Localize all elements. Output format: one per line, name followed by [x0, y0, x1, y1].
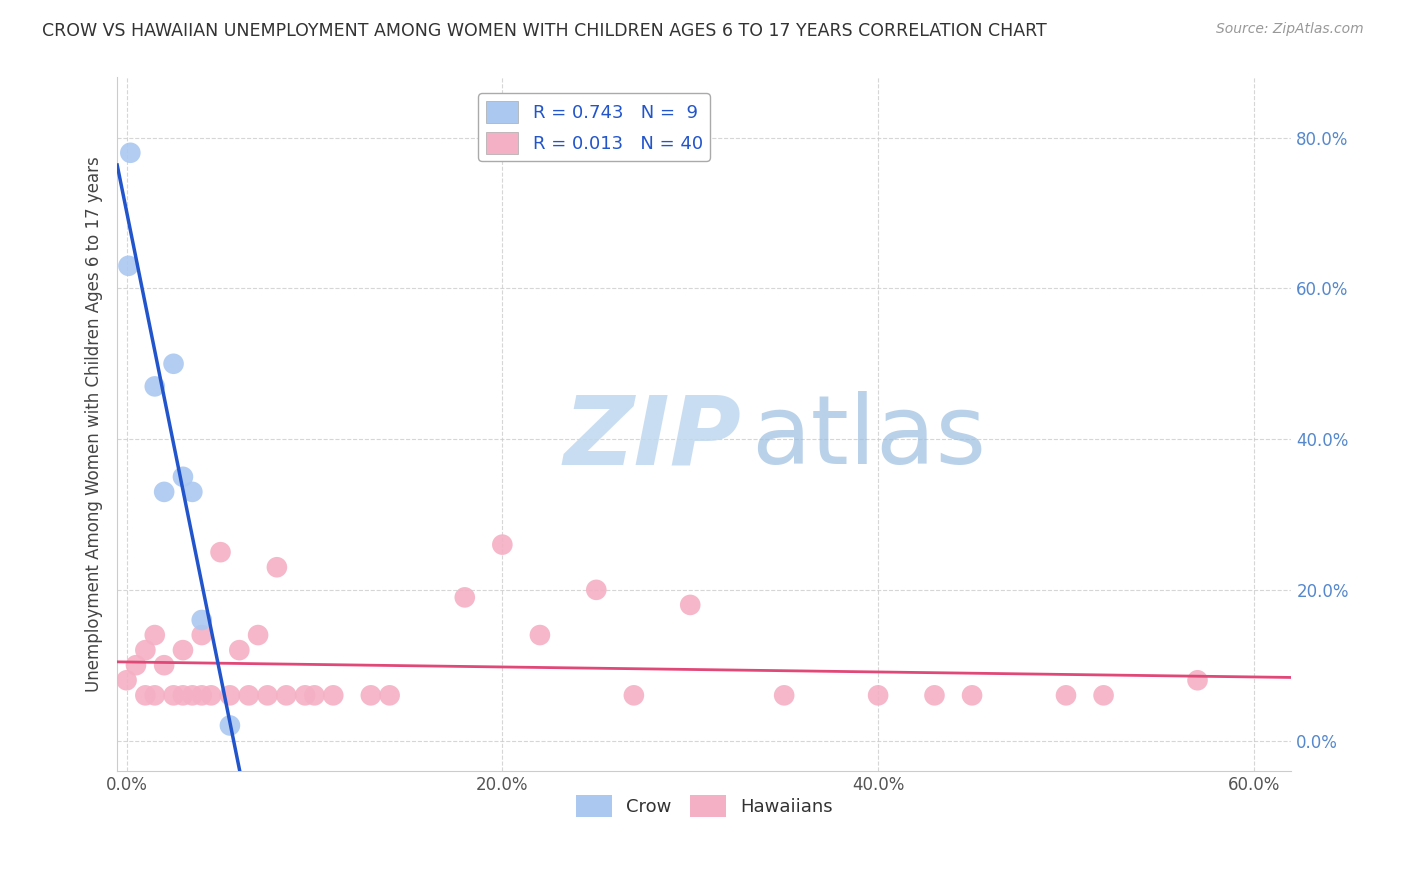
- Point: [117, 259, 139, 273]
- Point: [143, 379, 166, 393]
- Point: [679, 598, 702, 612]
- Point: [491, 538, 513, 552]
- Point: [190, 613, 212, 627]
- Text: Source: ZipAtlas.com: Source: ZipAtlas.com: [1216, 22, 1364, 37]
- Point: [529, 628, 551, 642]
- Point: [162, 689, 184, 703]
- Point: [585, 582, 607, 597]
- Point: [143, 689, 166, 703]
- Point: [172, 643, 194, 657]
- Point: [276, 689, 298, 703]
- Point: [266, 560, 288, 574]
- Point: [125, 658, 148, 673]
- Point: [378, 689, 401, 703]
- Point: [1092, 689, 1115, 703]
- Point: [172, 470, 194, 484]
- Point: [172, 689, 194, 703]
- Point: [181, 689, 204, 703]
- Point: [228, 643, 250, 657]
- Point: [773, 689, 796, 703]
- Point: [134, 689, 156, 703]
- Point: [238, 689, 260, 703]
- Point: [256, 689, 278, 703]
- Point: [294, 689, 316, 703]
- Point: [304, 689, 326, 703]
- Point: [868, 689, 890, 703]
- Point: [190, 689, 212, 703]
- Point: [209, 545, 232, 559]
- Point: [247, 628, 270, 642]
- Point: [219, 718, 242, 732]
- Text: atlas: atlas: [751, 392, 987, 484]
- Point: [162, 357, 184, 371]
- Point: [322, 689, 344, 703]
- Point: [153, 658, 176, 673]
- Y-axis label: Unemployment Among Women with Children Ages 6 to 17 years: Unemployment Among Women with Children A…: [86, 156, 103, 692]
- Point: [120, 145, 142, 160]
- Point: [219, 689, 242, 703]
- Point: [924, 689, 946, 703]
- Point: [960, 689, 983, 703]
- Text: CROW VS HAWAIIAN UNEMPLOYMENT AMONG WOMEN WITH CHILDREN AGES 6 TO 17 YEARS CORRE: CROW VS HAWAIIAN UNEMPLOYMENT AMONG WOME…: [42, 22, 1047, 40]
- Point: [115, 673, 138, 688]
- Point: [143, 628, 166, 642]
- Point: [134, 643, 156, 657]
- Text: ZIP: ZIP: [564, 392, 741, 484]
- Legend: Crow, Hawaiians: Crow, Hawaiians: [568, 788, 841, 824]
- Point: [181, 484, 204, 499]
- Point: [360, 689, 382, 703]
- Point: [1187, 673, 1209, 688]
- Point: [454, 591, 477, 605]
- Point: [190, 628, 212, 642]
- Point: [200, 689, 222, 703]
- Point: [623, 689, 645, 703]
- Point: [153, 484, 176, 499]
- Point: [1054, 689, 1077, 703]
